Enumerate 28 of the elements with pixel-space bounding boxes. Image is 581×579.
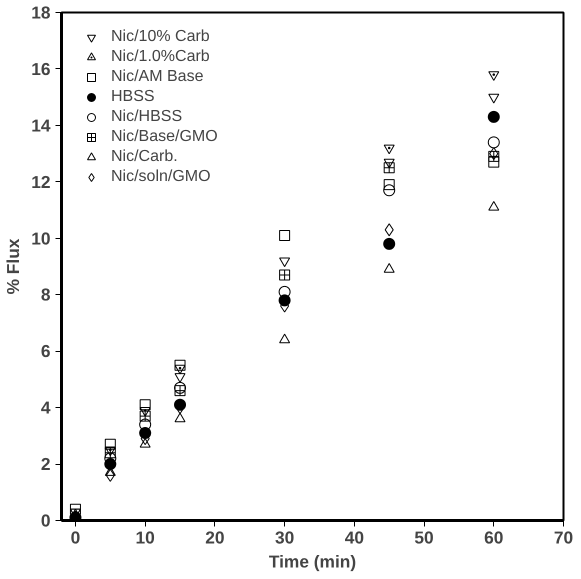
y-tick-label: 0 xyxy=(40,510,51,530)
legend-label: Nic/Carb. xyxy=(111,148,178,166)
x-tick-label: 30 xyxy=(274,528,294,548)
x-tick-label: 60 xyxy=(484,528,504,548)
legend-label: Nic/HBSS xyxy=(111,108,182,126)
legend-label: HBSS xyxy=(111,88,155,106)
x-tick-label: 10 xyxy=(136,528,155,548)
legend-label: Nic/soln/GMO xyxy=(111,168,211,186)
y-tick-label: 12 xyxy=(31,172,51,192)
x-tick-label: 40 xyxy=(344,528,364,548)
legend-label: Nic/10% Carb xyxy=(111,28,210,46)
y-tick-label: 10 xyxy=(31,228,51,248)
y-tick-label: 4 xyxy=(40,398,51,418)
x-axis-title: Time (min) xyxy=(268,552,356,572)
y-tick-label: 6 xyxy=(40,341,51,362)
y-tick-label: 2 xyxy=(40,454,51,474)
legend-label: Nic/Base/GMO xyxy=(111,128,218,146)
y-tick-label: 18 xyxy=(31,2,51,22)
y-tick-label: 16 xyxy=(31,58,51,79)
x-tick-label: 20 xyxy=(205,528,225,548)
x-tick-label: 50 xyxy=(414,528,434,548)
legend-label: Nic/1.0%Carb xyxy=(111,48,210,66)
x-tick-label: 0 xyxy=(70,528,80,548)
y-tick-label: 8 xyxy=(40,284,51,305)
legend-label: Nic/AM Base xyxy=(111,68,204,86)
y-axis-title: % Flux xyxy=(3,238,24,294)
y-tick-label: 14 xyxy=(31,115,51,136)
x-tick-label: 70 xyxy=(554,528,574,548)
